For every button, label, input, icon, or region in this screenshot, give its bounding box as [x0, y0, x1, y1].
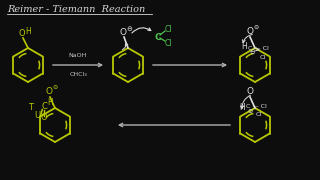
Text: O: O	[45, 87, 52, 96]
Text: ⊖: ⊖	[248, 109, 253, 114]
Text: O: O	[119, 28, 126, 37]
Text: C — Cl: C — Cl	[248, 46, 269, 51]
Text: ⊖: ⊖	[253, 24, 259, 30]
Text: O: O	[19, 28, 25, 37]
Text: C: C	[41, 102, 47, 111]
Text: CHCl₃: CHCl₃	[69, 72, 87, 77]
Text: C — Cl: C — Cl	[246, 104, 267, 109]
Text: ⊖: ⊖	[52, 84, 58, 89]
Text: C: C	[155, 33, 161, 42]
Text: ⊖: ⊖	[126, 26, 132, 32]
Text: H: H	[239, 103, 245, 112]
Text: H: H	[47, 98, 53, 107]
Text: Cl: Cl	[255, 112, 261, 117]
Text: Cl: Cl	[164, 24, 172, 33]
Text: O: O	[41, 113, 48, 122]
Text: O: O	[246, 87, 253, 96]
Text: H: H	[241, 42, 247, 51]
Text: U: U	[34, 111, 40, 120]
Text: Reimer - Tiemann  Reaction: Reimer - Tiemann Reaction	[7, 5, 145, 14]
Text: Cl: Cl	[259, 55, 265, 60]
Text: NaOH: NaOH	[69, 53, 87, 58]
Text: H: H	[25, 26, 31, 35]
Text: O: O	[246, 26, 253, 35]
Text: T: T	[28, 102, 34, 111]
Text: Cl: Cl	[164, 39, 172, 48]
Text: ⊖: ⊖	[249, 48, 255, 55]
